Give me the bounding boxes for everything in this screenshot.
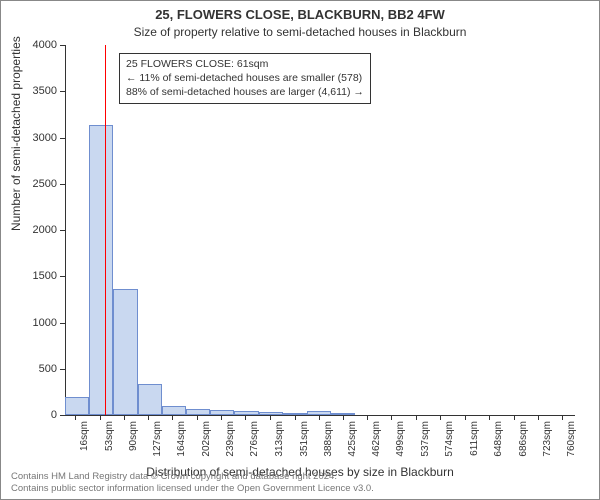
x-tick bbox=[514, 415, 515, 420]
histogram-bar bbox=[138, 384, 162, 415]
x-tick-label: 276sqm bbox=[249, 421, 260, 457]
x-tick-label: 53sqm bbox=[104, 421, 115, 451]
x-tick-label: 127sqm bbox=[152, 421, 163, 457]
histogram-bar bbox=[113, 289, 137, 415]
info-line: 25 FLOWERS CLOSE: 61sqm bbox=[126, 57, 364, 71]
x-tick bbox=[343, 415, 344, 420]
y-tick-label: 3000 bbox=[1, 132, 57, 144]
x-tick-label: 90sqm bbox=[128, 421, 139, 451]
x-tick-label: 537sqm bbox=[420, 421, 431, 457]
y-tick-label: 2000 bbox=[1, 224, 57, 236]
y-tick-label: 1500 bbox=[1, 270, 57, 282]
chart-subtitle: Size of property relative to semi-detach… bbox=[1, 25, 599, 39]
x-tick-label: 611sqm bbox=[469, 421, 480, 456]
x-tick bbox=[75, 415, 76, 420]
x-tick-label: 723sqm bbox=[542, 421, 553, 457]
x-tick-label: 499sqm bbox=[395, 421, 406, 457]
footer-line: Contains public sector information licen… bbox=[11, 483, 374, 495]
y-tick bbox=[60, 230, 65, 231]
y-tick bbox=[60, 138, 65, 139]
x-tick bbox=[562, 415, 563, 420]
x-tick-label: 648sqm bbox=[493, 421, 504, 457]
histogram-bar bbox=[162, 406, 186, 415]
footer-attribution: Contains HM Land Registry data © Crown c… bbox=[11, 471, 374, 495]
x-tick-label: 16sqm bbox=[79, 421, 90, 451]
y-tick-label: 0 bbox=[1, 409, 57, 421]
y-tick bbox=[60, 91, 65, 92]
x-tick-label: 388sqm bbox=[323, 421, 334, 457]
y-axis bbox=[65, 45, 66, 415]
x-tick bbox=[221, 415, 222, 420]
x-tick bbox=[124, 415, 125, 420]
y-tick bbox=[60, 276, 65, 277]
x-tick bbox=[465, 415, 466, 420]
x-tick-label: 760sqm bbox=[566, 421, 577, 457]
chart-title: 25, FLOWERS CLOSE, BLACKBURN, BB2 4FW bbox=[1, 7, 599, 22]
x-tick bbox=[391, 415, 392, 420]
x-tick-label: 313sqm bbox=[274, 421, 285, 457]
property-info-box: 25 FLOWERS CLOSE: 61sqm← 11% of semi-det… bbox=[119, 53, 371, 104]
x-tick-label: 425sqm bbox=[347, 421, 358, 457]
x-tick bbox=[197, 415, 198, 420]
y-tick-label: 3500 bbox=[1, 85, 57, 97]
info-line: ← 11% of semi-detached houses are smalle… bbox=[126, 71, 364, 85]
footer-line: Contains HM Land Registry data © Crown c… bbox=[11, 471, 374, 483]
x-axis bbox=[65, 415, 575, 416]
x-tick bbox=[100, 415, 101, 420]
x-tick-label: 202sqm bbox=[201, 421, 212, 457]
x-tick bbox=[319, 415, 320, 420]
y-tick bbox=[60, 369, 65, 370]
x-tick bbox=[489, 415, 490, 420]
y-tick bbox=[60, 323, 65, 324]
x-tick bbox=[538, 415, 539, 420]
x-tick bbox=[245, 415, 246, 420]
x-tick bbox=[295, 415, 296, 420]
property-marker-line bbox=[105, 45, 106, 415]
y-tick-label: 2500 bbox=[1, 178, 57, 190]
x-tick bbox=[367, 415, 368, 420]
y-tick-label: 500 bbox=[1, 363, 57, 375]
x-tick bbox=[148, 415, 149, 420]
x-tick-label: 574sqm bbox=[444, 421, 455, 457]
y-tick bbox=[60, 184, 65, 185]
x-tick bbox=[440, 415, 441, 420]
chart-container: 25, FLOWERS CLOSE, BLACKBURN, BB2 4FW Si… bbox=[0, 0, 600, 500]
y-tick-label: 4000 bbox=[1, 39, 57, 51]
x-tick-label: 686sqm bbox=[518, 421, 529, 457]
x-tick bbox=[416, 415, 417, 420]
x-tick bbox=[270, 415, 271, 420]
x-tick-label: 239sqm bbox=[225, 421, 236, 457]
x-tick-label: 164sqm bbox=[176, 421, 187, 457]
info-line: 88% of semi-detached houses are larger (… bbox=[126, 85, 364, 99]
y-tick bbox=[60, 415, 65, 416]
x-tick-label: 351sqm bbox=[299, 421, 310, 457]
x-tick-label: 462sqm bbox=[371, 421, 382, 457]
histogram-bar bbox=[65, 397, 89, 416]
y-tick-label: 1000 bbox=[1, 317, 57, 329]
y-tick bbox=[60, 45, 65, 46]
x-tick bbox=[172, 415, 173, 420]
histogram-bar bbox=[89, 125, 113, 415]
